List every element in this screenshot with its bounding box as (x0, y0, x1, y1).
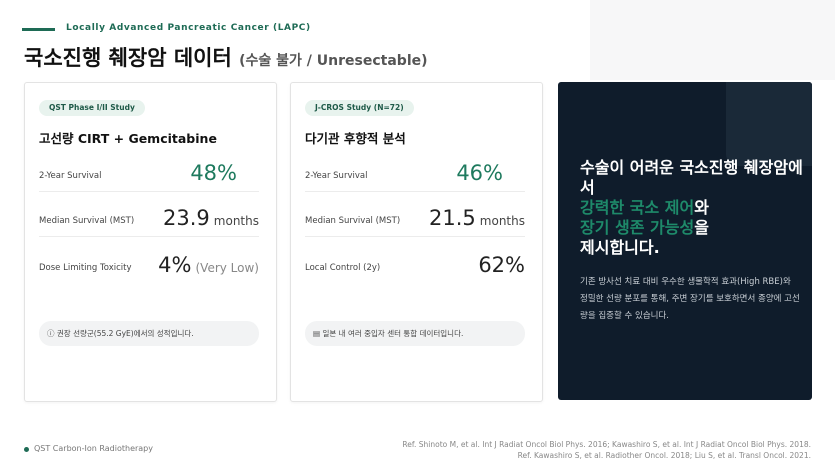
study-badge: QST Phase I/II Study (39, 100, 145, 116)
study-badge: J-CROS Study (N=72) (305, 100, 414, 116)
card-heading: 다기관 후향적 분석 (305, 131, 406, 146)
stat-label: Local Control (2y) (305, 263, 381, 273)
stat-row: Local Control (2y) 62% (305, 243, 525, 283)
stat-value: 46% (456, 161, 503, 185)
stat-value: 23.9 (163, 206, 210, 230)
reference: Ref. Kawashiro S, et al. Radiother Oncol… (517, 451, 811, 460)
study-card: J-CROS Study (N=72) 다기관 후향적 분석 2-Year Surv… (290, 82, 543, 402)
stat-row: 2-Year Survival 48% (39, 151, 259, 192)
footer-dot (24, 447, 29, 452)
stat-value: 62% (478, 253, 525, 277)
title: 국소진행 췌장암 데이터 (수술 불가 / Unresectable) (24, 42, 428, 72)
stat-label: Median Survival (MST) (305, 216, 401, 226)
kicker: Locally Advanced Pancreatic Cancer (LAPC… (66, 23, 311, 33)
stat-value: 4% (158, 253, 192, 277)
footer-label: QST Carbon-Ion Radiotherapy (34, 444, 153, 453)
stat-label: Dose Limiting Toxicity (39, 263, 132, 273)
highlight: 강력한 국소 제어 (580, 198, 695, 217)
lead-line: 장기 생존 가능성을 (580, 218, 805, 238)
stat-value-box: 48% (190, 161, 237, 185)
stat-value-box: 23.9 months (163, 206, 259, 230)
references: Ref. Shinoto M, et al. Int J Radiat Onco… (402, 439, 811, 461)
stat-value: 21.5 (429, 206, 476, 230)
study-card: QST Phase I/II Study 고선량 CIRT + Gemcitabi… (24, 82, 277, 402)
stat-value-box: 4% (Very Low) (158, 253, 259, 277)
stat-label: Median Survival (MST) (39, 216, 135, 226)
stat-unit: months (213, 214, 259, 228)
lead-text: 수술이 어려운 국소진행 췌장암에서 강력한 국소 제어와 장기 생존 가능성을… (580, 158, 805, 258)
lead-text-part: 을 (694, 218, 709, 237)
stat-value: 48% (190, 161, 237, 185)
card-heading: 고선량 CIRT + Gemcitabine (39, 131, 217, 146)
stat-row: Median Survival (MST) 21.5 months (305, 196, 525, 237)
title-text: 국소진행 췌장암 데이터 (24, 46, 232, 70)
panel-decoration (726, 82, 812, 166)
lead-line: 수술이 어려운 국소진행 췌장암에서 (580, 158, 803, 197)
card-note: ⓘ 권장 선량군(55.2 GyE)에서의 성적입니다. (39, 321, 259, 346)
stat-row: Median Survival (MST) 23.9 months (39, 196, 259, 237)
card-note: ▤ 일본 내 여러 중입자 센터 통합 데이터입니다. (305, 321, 525, 346)
subtitle: (수술 불가 / Unresectable) (239, 53, 428, 69)
lead-line: 강력한 국소 제어와 (580, 198, 805, 218)
stat-value-box: 62% (478, 253, 525, 277)
summary-panel: 수술이 어려운 국소진행 췌장암에서 강력한 국소 제어와 장기 생존 가능성을… (558, 82, 812, 400)
stat-value-box: 46% (456, 161, 503, 185)
stat-row: 2-Year Survival 46% (305, 151, 525, 192)
highlight: 장기 생존 가능성 (580, 218, 695, 237)
stat-label: 2-Year Survival (305, 171, 368, 181)
accent-line (22, 28, 55, 31)
panel-body: 기존 방사선 치료 대비 우수한 생물학적 효과(High RBE)와 정밀한 … (580, 277, 800, 321)
stat-row: Dose Limiting Toxicity 4% (Very Low) (39, 243, 259, 283)
lead-text-part: 와 (694, 198, 709, 217)
stat-value-box: 21.5 months (429, 206, 525, 230)
stat-label: 2-Year Survival (39, 171, 102, 181)
background-shape (590, 0, 835, 80)
lead-line: 제시합니다. (580, 238, 660, 257)
stat-unit: (Very Low) (195, 261, 259, 275)
reference: Ref. Shinoto M, et al. Int J Radiat Onco… (402, 440, 811, 449)
stat-unit: months (479, 214, 525, 228)
